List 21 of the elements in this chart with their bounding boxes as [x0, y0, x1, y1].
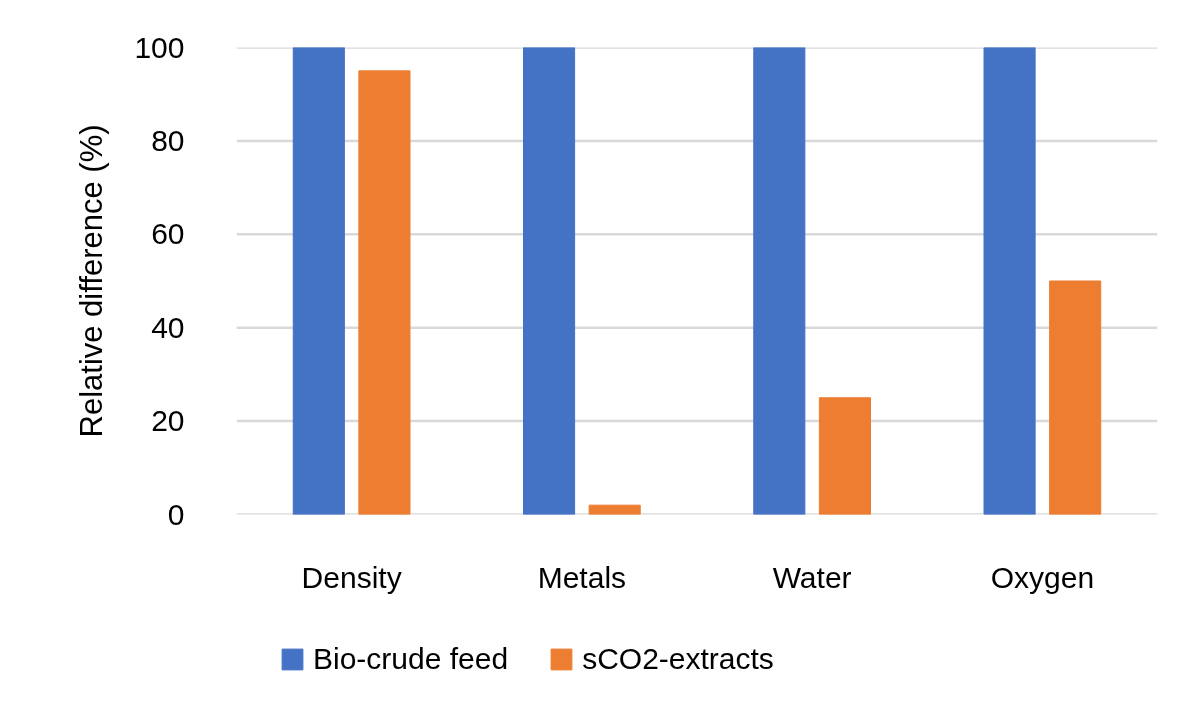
bar: [818, 397, 871, 515]
y-axis-title: Relative difference (%): [74, 124, 110, 438]
y-tick-label: 100: [134, 30, 185, 64]
bar: [523, 47, 576, 515]
y-tick-label: 0: [167, 497, 185, 531]
bar: [753, 47, 806, 515]
x-tick-label: Metals: [537, 560, 627, 594]
bar: [983, 47, 1036, 515]
x-tick-label: Water: [772, 560, 852, 594]
x-tick-label: Oxygen: [990, 560, 1095, 594]
y-tick-label: 60: [151, 217, 185, 251]
y-tick-label: 40: [151, 310, 185, 344]
y-tick-label: 20: [151, 404, 185, 438]
legend-label: sCO2-extracts: [582, 642, 774, 676]
bar: [588, 504, 641, 515]
y-tick-label: 80: [151, 123, 185, 157]
bar: [292, 47, 345, 515]
bar: [1049, 280, 1102, 515]
bar: [358, 70, 411, 515]
legend-label: Bio-crude feed: [313, 642, 509, 676]
x-tick-label: Density: [301, 560, 402, 594]
